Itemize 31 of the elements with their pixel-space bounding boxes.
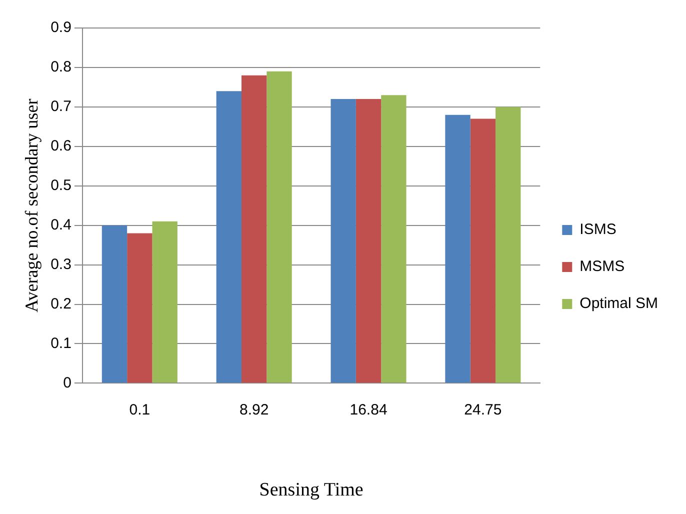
y-tick-label: 0.5 — [50, 177, 72, 194]
legend-label: ISMS — [580, 221, 616, 238]
x-axis-title: Sensing Time — [259, 480, 364, 501]
x-tick-label: 0.1 — [129, 401, 150, 418]
bar — [381, 95, 406, 383]
bar — [127, 233, 152, 383]
bar — [266, 71, 292, 383]
legend-label: MSMS — [580, 258, 625, 276]
bar — [242, 75, 267, 383]
y-axis-title: Average no.of secondary user — [22, 98, 42, 312]
y-tick-label: 0.1 — [50, 334, 72, 352]
y-tick-label: 0.3 — [50, 256, 72, 273]
legend-label: Optimal SM — [580, 295, 658, 312]
bar — [496, 106, 521, 383]
y-tick-label: 0.2 — [50, 295, 72, 312]
bar — [330, 99, 356, 383]
y-tick-label: 0.8 — [50, 58, 72, 76]
x-tick-label: 24.75 — [464, 401, 502, 418]
bar — [216, 91, 242, 383]
bar — [102, 225, 128, 383]
x-tick-label: 16.84 — [350, 401, 388, 418]
y-tick-label: 0.6 — [50, 138, 72, 155]
y-tick-label: 0 — [63, 374, 72, 392]
x-tick-label: 8.92 — [239, 401, 269, 418]
bar — [445, 114, 470, 383]
y-tick-label: 0.7 — [50, 98, 72, 116]
bar — [356, 99, 382, 383]
y-tick-label: 0.4 — [50, 216, 72, 234]
bar — [152, 221, 178, 383]
y-tick-label: 0.9 — [50, 19, 72, 36]
bar — [470, 118, 496, 383]
